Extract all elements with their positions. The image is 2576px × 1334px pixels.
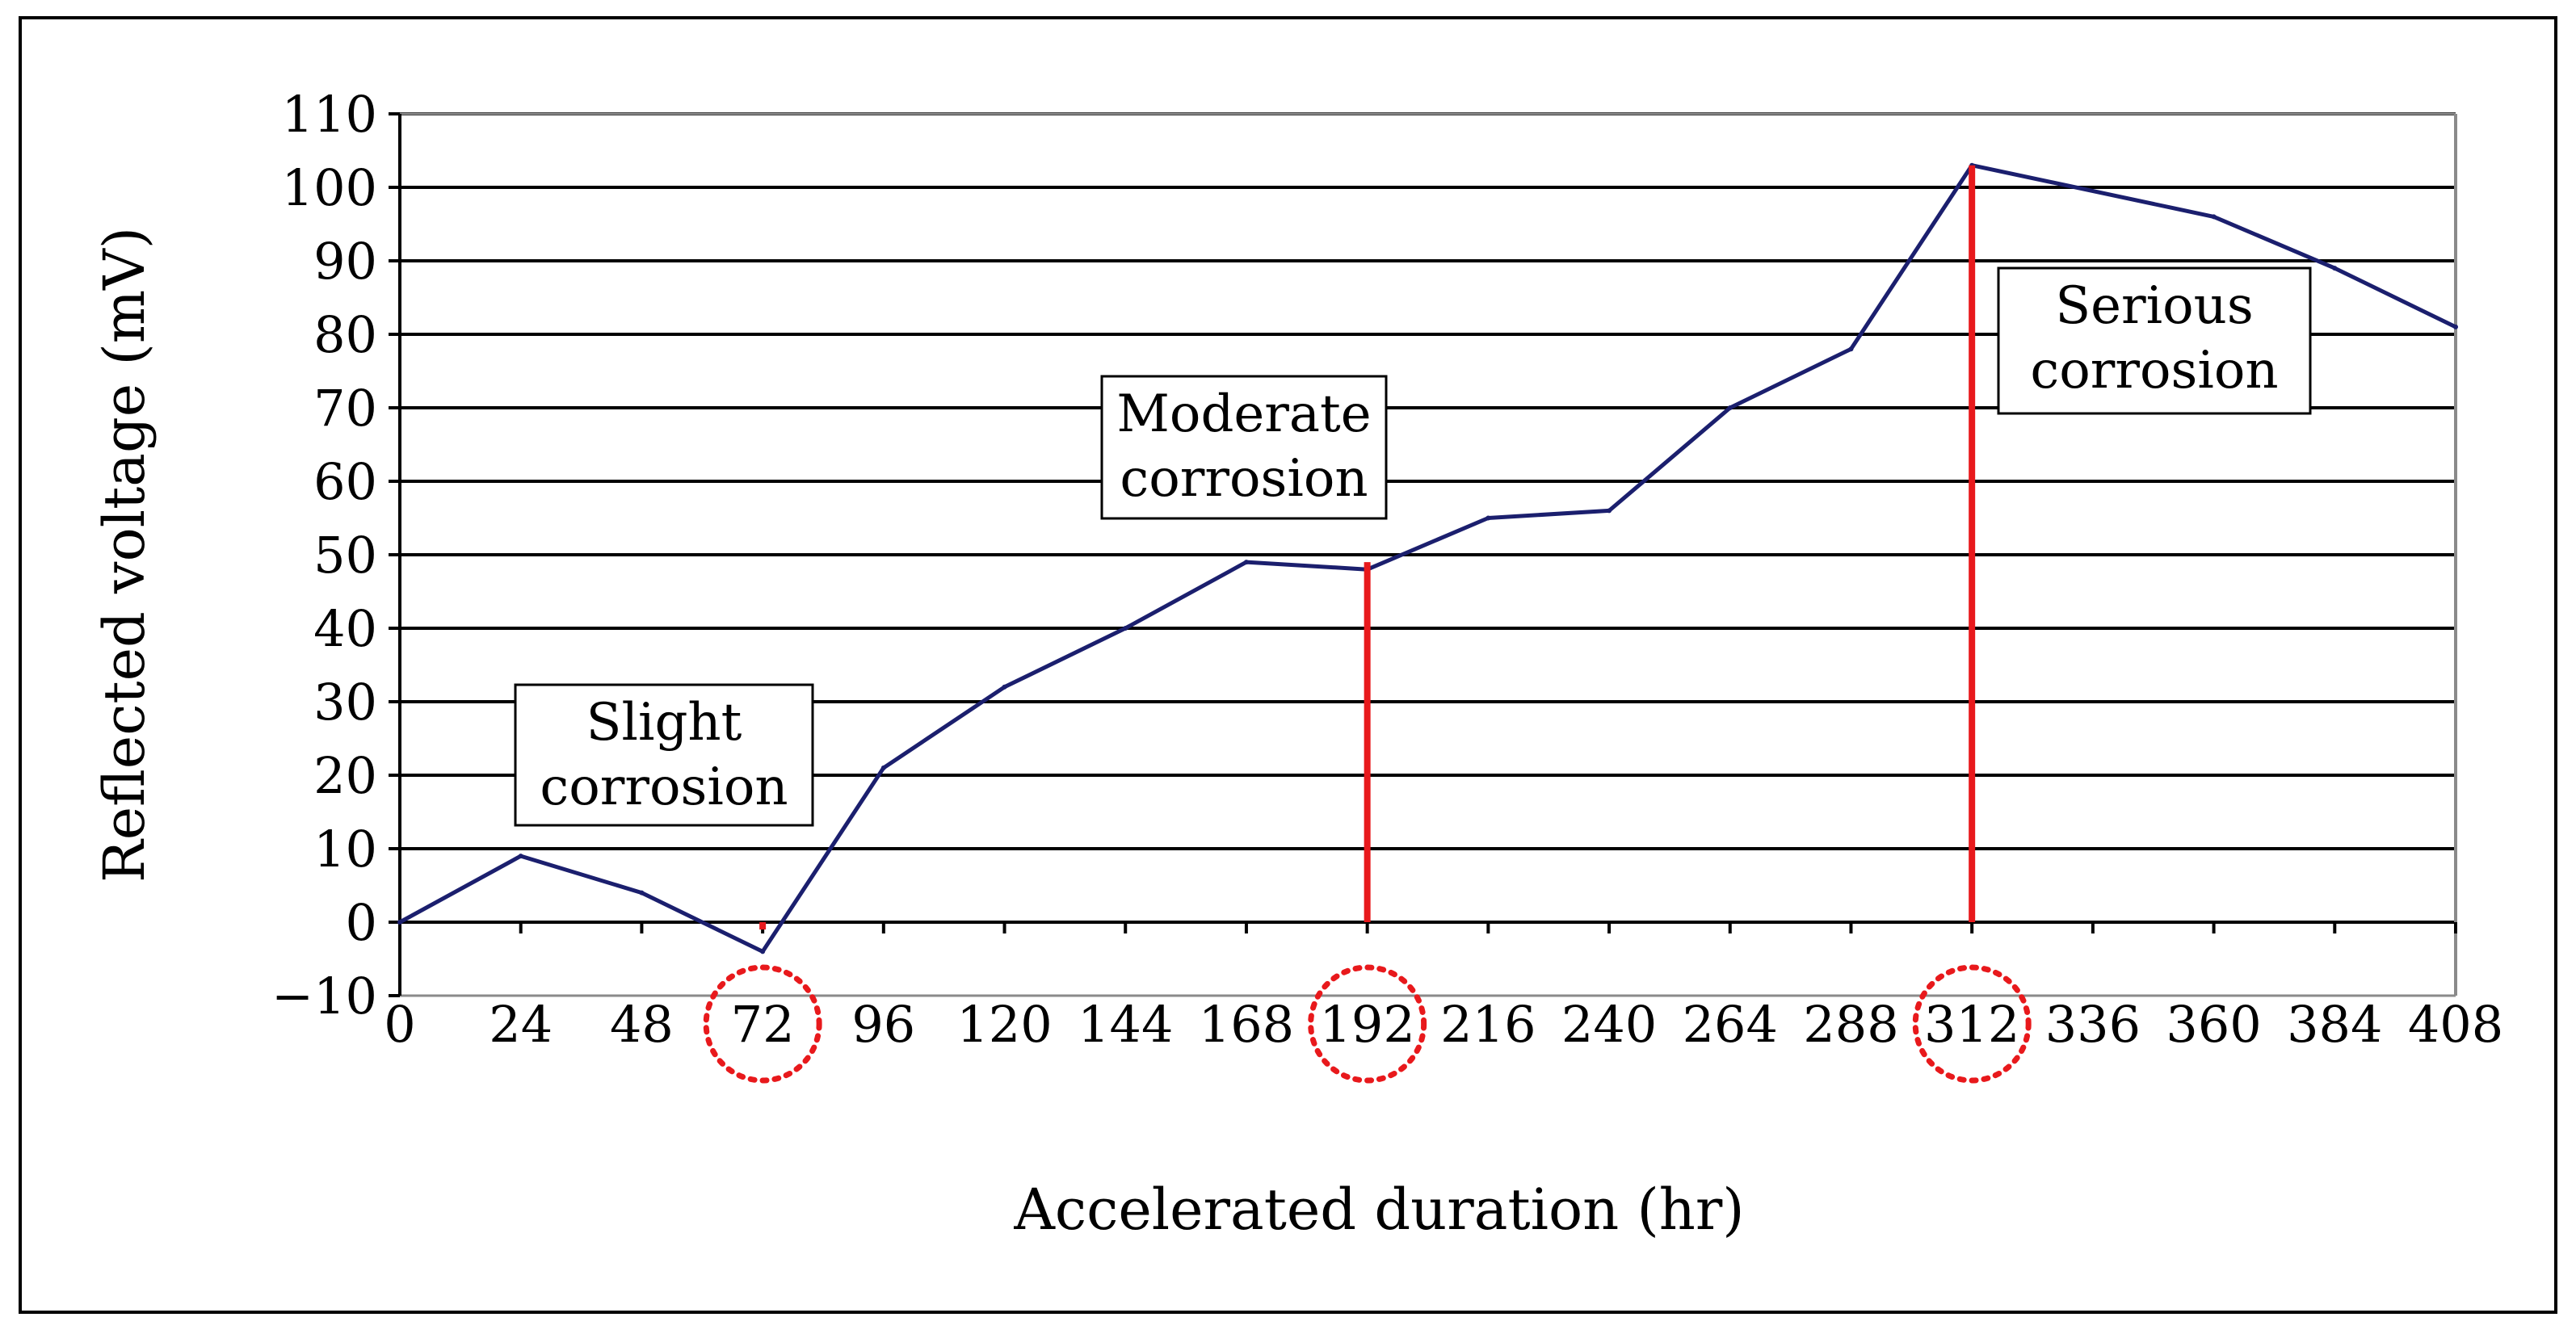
x-tick-label: 312 [1924,995,2019,1054]
highlight-circle [703,964,822,1084]
y-tick-label: 0 [346,893,377,952]
x-tick-label: 240 [1561,995,1657,1054]
y-tick-label: 70 [313,379,377,438]
y-tick-label: 10 [313,820,377,879]
annotation-text: Moderate [1116,384,1371,444]
y-axis-title: Reflected voltage (mV) [91,227,158,883]
annotation-text: Serious [2055,276,2253,336]
data-point [1486,515,1491,521]
data-point [518,854,523,859]
x-tick-label: 264 [1683,995,1778,1054]
x-tick-label: 72 [731,995,795,1054]
annotation-text: Slight [586,693,742,753]
data-point [397,920,402,925]
x-tick-label: 168 [1199,995,1294,1054]
y-tick-label: 80 [313,305,377,364]
data-point [1123,626,1128,631]
data-point [639,890,645,896]
x-tick-label: 216 [1440,995,1536,1054]
x-tick-label: 360 [2166,995,2261,1054]
y-tick-label: 20 [313,746,377,805]
data-point [1243,560,1249,565]
x-tick-label: 0 [384,995,415,1054]
y-tick-label: −10 [271,967,377,1026]
outer-frame [19,16,2557,1314]
x-tick-label: 96 [851,995,915,1054]
data-point [1848,346,1854,352]
x-tick-label: 24 [489,995,553,1054]
y-tick-label: 90 [313,232,377,291]
y-tick-label: 50 [313,526,377,585]
annotation-text: corrosion [540,757,788,817]
y-tick-label: 60 [313,452,377,511]
data-point [1727,405,1733,410]
annotation-text: corrosion [2030,341,2278,401]
x-tick-label: 48 [610,995,674,1054]
annotation-frame [1997,266,2312,415]
annotation-frame [1100,375,1388,520]
x-tick-label: 336 [2045,995,2141,1054]
highlight-circle [1308,964,1427,1084]
highlight-circle [1912,964,2032,1084]
x-tick-label: 384 [2287,995,2382,1054]
y-tick-label: 30 [313,673,377,732]
data-point [760,949,766,954]
x-axis-title: Accelerated duration (hr) [1013,1177,1744,1243]
x-tick-label: 288 [1803,995,1898,1054]
data-point [880,765,886,770]
data-point [1002,684,1007,690]
y-tick-label: 100 [282,158,377,217]
x-tick-label: 408 [2408,995,2503,1054]
data-point [1607,508,1612,514]
y-tick-label: 40 [313,599,377,658]
x-tick-label: 120 [956,995,1052,1054]
x-tick-label: 144 [1078,995,1173,1054]
y-tick-label: 110 [282,85,377,144]
data-point [2332,266,2338,271]
data-point [2211,214,2217,220]
annotation-text: corrosion [1120,449,1368,509]
annotation-frame [514,683,814,827]
data-point [2453,324,2458,329]
x-tick-label: 192 [1319,995,1414,1054]
